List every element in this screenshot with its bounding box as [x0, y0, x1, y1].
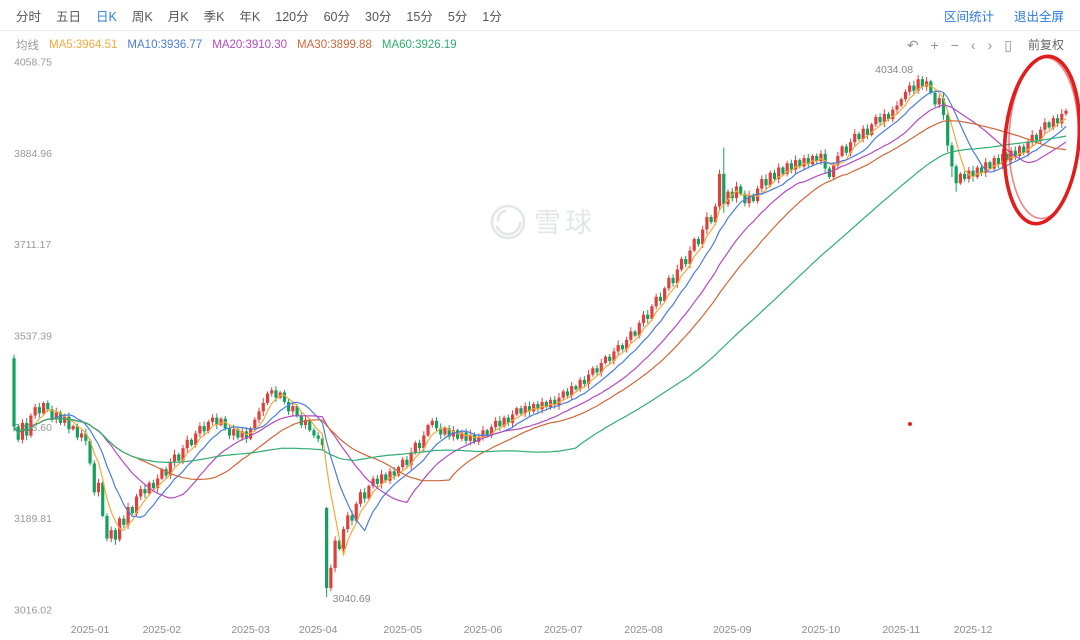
rotate-device-icon[interactable]: ▯ — [1004, 36, 1012, 53]
period-tab-60min[interactable]: 60分 — [323, 9, 351, 24]
svg-text:2025-10: 2025-10 — [802, 624, 841, 636]
red-dot-marker — [908, 422, 912, 426]
period-tab-monthly-k[interactable]: 月K — [167, 9, 189, 24]
svg-text:2025-12: 2025-12 — [954, 624, 993, 636]
svg-text:2025-03: 2025-03 — [231, 624, 270, 636]
svg-text:2025-04: 2025-04 — [299, 624, 338, 636]
ma-legend: 均线 MA5:3964.51 MA10:3936.77 MA20:3910.30… — [0, 31, 1080, 58]
ma5-line — [13, 84, 1067, 558]
red-ellipse-annotation — [1002, 54, 1080, 226]
high-price-annotation: 4034.08 — [875, 64, 913, 76]
ma-title: 均线 — [16, 39, 39, 52]
svg-text:2025-01: 2025-01 — [71, 624, 110, 636]
adjust-mode-label[interactable]: 前复权 — [1027, 38, 1064, 52]
chart-controls: ↶ + − ‹ › ▯ 前复权 — [907, 36, 1064, 53]
svg-text:3711.17: 3711.17 — [14, 239, 51, 251]
ma20-item: MA20:3910.30 — [212, 38, 288, 51]
period-tab-5min[interactable]: 5分 — [447, 9, 468, 24]
period-tab-quarterly-k[interactable]: 季K — [203, 9, 225, 24]
svg-text:3884.96: 3884.96 — [14, 148, 52, 160]
ma30-line — [13, 120, 1067, 482]
svg-text:2025-07: 2025-07 — [544, 624, 583, 636]
zoom-out-icon[interactable]: − — [950, 36, 959, 53]
pan-right-icon[interactable]: › — [987, 36, 993, 53]
period-toolbar: 分时 五日 日K 周K 月K 季K 年K 120分 60分 30分 15分 5分… — [0, 0, 1080, 31]
y-axis-labels: 4058.753884.963711.173537.393363.603189.… — [14, 57, 52, 617]
pan-left-icon[interactable]: ‹ — [970, 36, 976, 53]
ma60-line — [13, 135, 1067, 463]
ma10-item: MA10:3936.77 — [127, 38, 203, 51]
svg-text:2025-11: 2025-11 — [882, 624, 920, 636]
ma10-line — [13, 90, 1067, 532]
ma30-item: MA30:3899.88 — [297, 38, 372, 51]
period-tab-1min[interactable]: 1分 — [482, 9, 502, 24]
watermark-text: 雪球 — [534, 208, 596, 238]
period-tab-minute[interactable]: 分时 — [16, 9, 42, 24]
xueqiu-logo-watermark-icon — [490, 204, 526, 240]
ma60-item: MA60:3926.19 — [381, 38, 457, 51]
svg-text:4058.75: 4058.75 — [14, 57, 52, 69]
low-price-annotation: 3040.69 — [333, 593, 371, 605]
ma20-line — [13, 104, 1067, 504]
candles-group[interactable] — [12, 74, 1068, 598]
svg-text:2025-05: 2025-05 — [383, 624, 422, 636]
xueqiu-watermark: 雪球 — [490, 204, 596, 240]
toolbar-right: 区间统计 退出全屏 — [944, 6, 1064, 25]
exit-fullscreen-link[interactable]: 退出全屏 — [1013, 9, 1064, 24]
period-tab-15min[interactable]: 15分 — [406, 9, 433, 24]
undo-icon[interactable]: ↶ — [906, 36, 919, 53]
interval-stats-link[interactable]: 区间统计 — [943, 9, 994, 24]
period-tab-yearly-k[interactable]: 年K — [239, 9, 261, 24]
svg-text:2025-09: 2025-09 — [713, 624, 752, 636]
period-tab-daily-k[interactable]: 日K — [96, 9, 117, 24]
svg-text:2025-02: 2025-02 — [143, 624, 182, 636]
svg-text:2025-08: 2025-08 — [624, 624, 663, 636]
x-axis-labels: 2025-01 2025-02 2025-03 2025-04 2025-05 2025-… — [71, 624, 993, 636]
svg-text:3537.39: 3537.39 — [14, 331, 52, 343]
ma5-item: MA5:3964.51 — [49, 38, 118, 51]
period-tab-30min[interactable]: 30分 — [365, 9, 392, 24]
svg-text:3189.81: 3189.81 — [14, 513, 52, 525]
period-tab-weekly-k[interactable]: 周K — [131, 9, 153, 24]
period-tab-5day[interactable]: 五日 — [56, 9, 82, 24]
zoom-in-icon[interactable]: + — [930, 36, 939, 53]
svg-text:2025-06: 2025-06 — [464, 624, 503, 636]
chart-control-icons: ↶ + − ‹ › ▯ — [907, 38, 1012, 52]
period-tabs: 分时 五日 日K 周K 月K 季K 年K 120分 60分 30分 15分 5分… — [16, 6, 502, 25]
period-tab-120min[interactable]: 120分 — [275, 9, 309, 24]
svg-text:3016.02: 3016.02 — [14, 605, 52, 617]
